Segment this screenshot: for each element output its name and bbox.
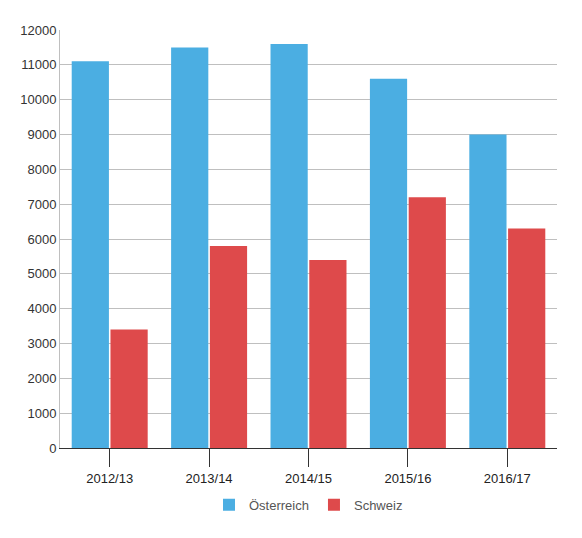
svg-text:12000: 12000 xyxy=(20,23,56,38)
svg-text:2012/13: 2012/13 xyxy=(86,471,133,486)
svg-text:8000: 8000 xyxy=(27,162,56,177)
svg-text:2015/16: 2015/16 xyxy=(384,471,431,486)
svg-text:Schweiz: Schweiz xyxy=(354,498,402,513)
svg-text:4000: 4000 xyxy=(27,301,56,316)
svg-text:5000: 5000 xyxy=(27,266,56,281)
svg-text:2014/15: 2014/15 xyxy=(285,471,332,486)
svg-text:7000: 7000 xyxy=(27,197,56,212)
svg-text:1000: 1000 xyxy=(27,406,56,421)
svg-text:0: 0 xyxy=(49,441,56,456)
svg-text:10000: 10000 xyxy=(20,92,56,107)
svg-text:6000: 6000 xyxy=(27,232,56,247)
svg-text:2013/14: 2013/14 xyxy=(186,471,233,486)
svg-text:2016/17: 2016/17 xyxy=(484,471,531,486)
svg-text:3000: 3000 xyxy=(27,336,56,351)
svg-text:9000: 9000 xyxy=(27,127,56,142)
svg-text:2000: 2000 xyxy=(27,371,56,386)
svg-text:Österreich: Österreich xyxy=(249,498,309,513)
svg-text:11000: 11000 xyxy=(21,57,56,72)
